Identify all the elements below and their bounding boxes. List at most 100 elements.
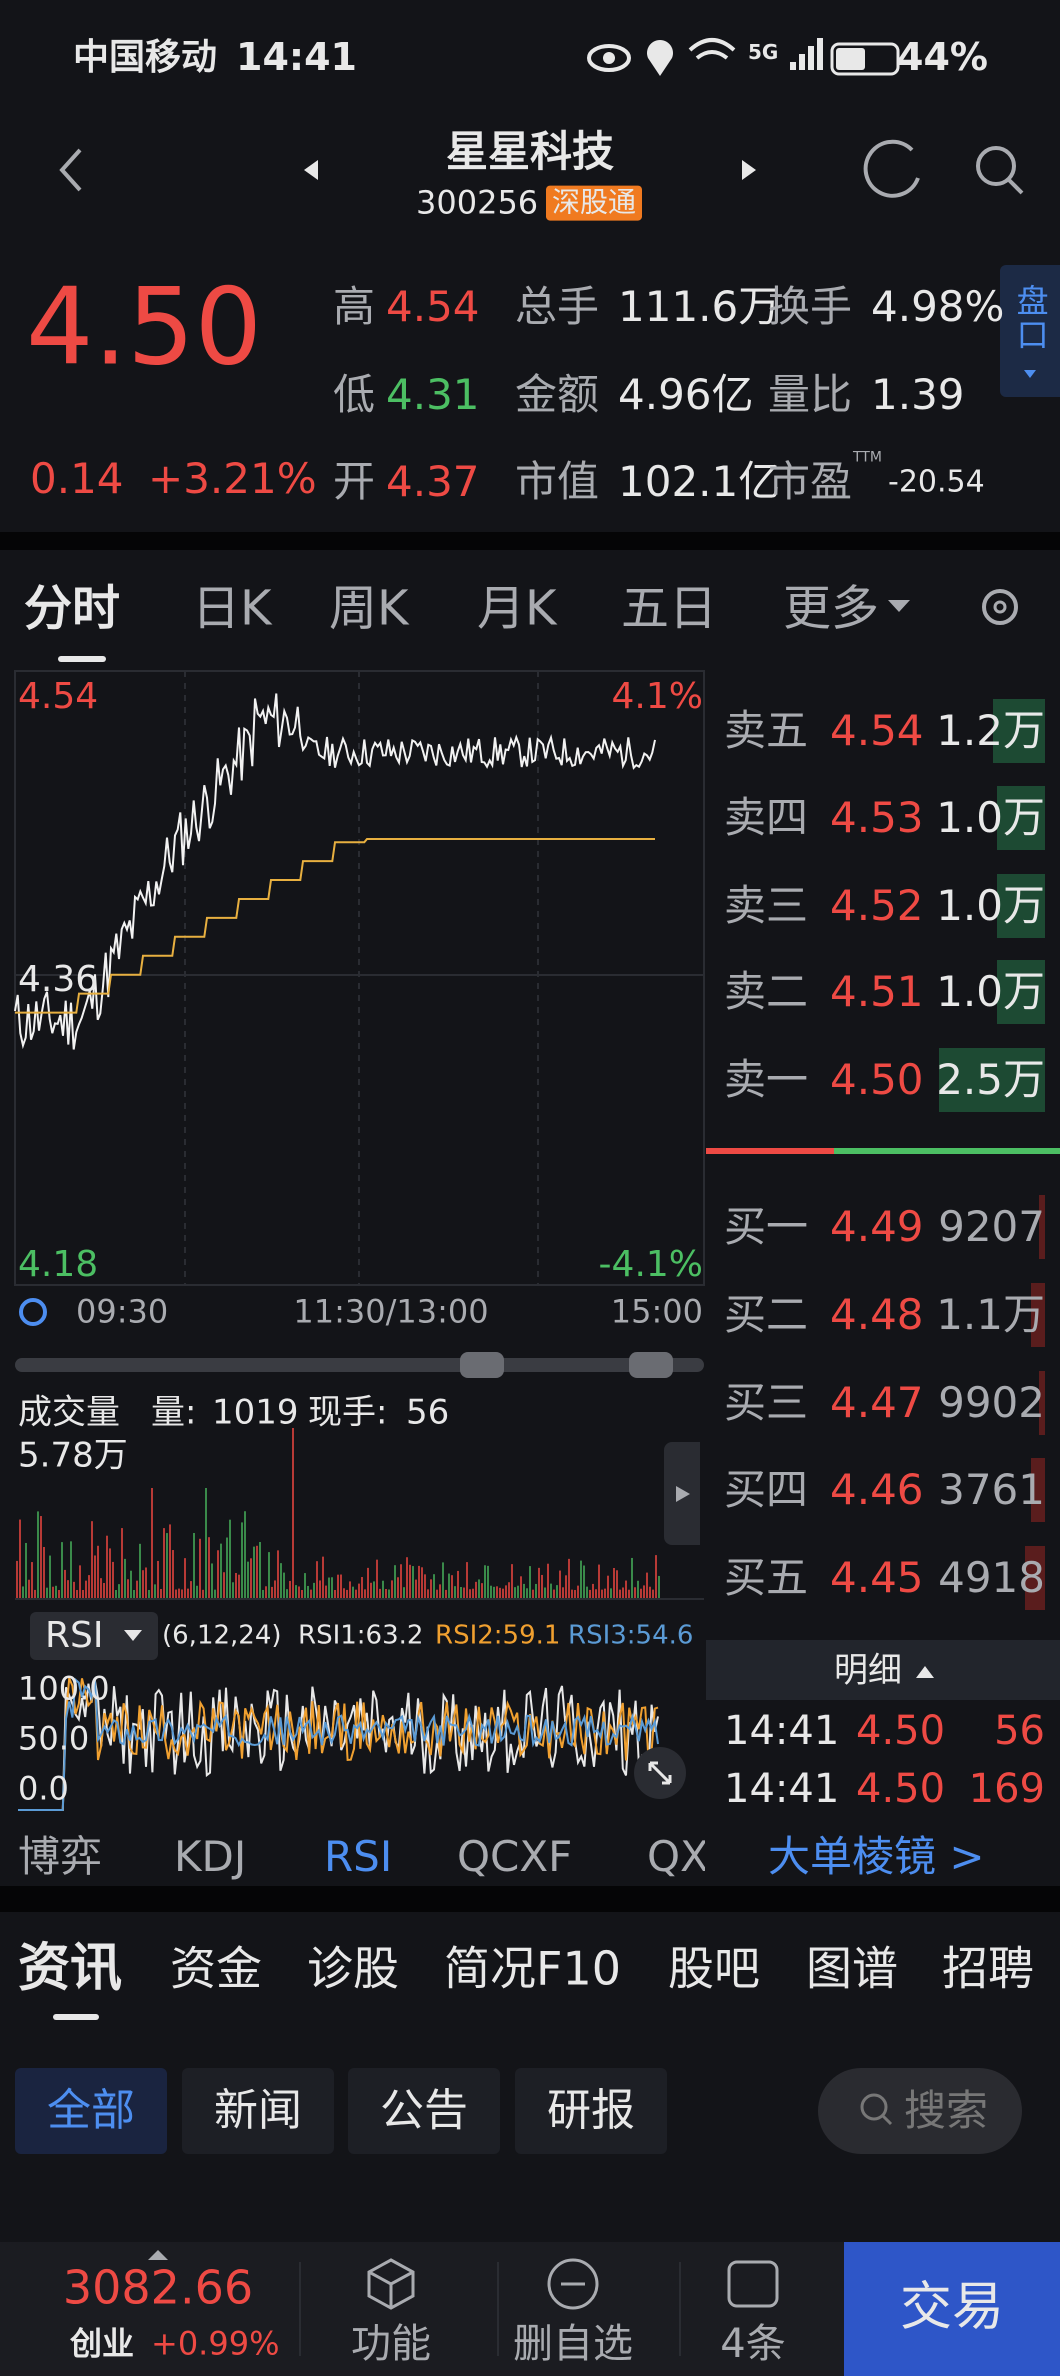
indicator-tab[interactable]: KDJ xyxy=(174,1831,247,1881)
volume-bar xyxy=(28,1579,30,1598)
news-tab[interactable]: 资金 xyxy=(170,1941,262,1996)
side-tab-arrow xyxy=(1024,370,1036,378)
volume-bar xyxy=(190,1581,192,1598)
volume-bar xyxy=(226,1537,228,1598)
bottom-button[interactable]: 4条 xyxy=(720,2321,786,2367)
big-order-link[interactable]: 大单棱镜 > xyxy=(768,1831,985,1881)
ask-label: 卖一 xyxy=(724,1054,809,1104)
filter-button[interactable] xyxy=(515,2068,667,2154)
time-axis-toggle xyxy=(19,1298,47,1326)
volume-bar xyxy=(82,1589,84,1598)
filter-label[interactable]: 公告 xyxy=(380,2084,468,2136)
filter-label[interactable]: 研报 xyxy=(547,2084,635,2136)
volume-bar xyxy=(271,1586,273,1598)
volume-bar xyxy=(565,1575,567,1598)
bid-price: 4.49 xyxy=(830,1201,924,1251)
field-label: 金额 xyxy=(515,369,600,419)
field-sup: TTM xyxy=(853,449,882,466)
bid-volume: 4918 xyxy=(938,1552,1045,1602)
news-tab[interactable]: 资讯 xyxy=(18,1938,123,1999)
rsi-name[interactable]: RSI xyxy=(45,1615,104,1657)
indicator-tab[interactable]: QCXF xyxy=(457,1831,573,1881)
volume-bar xyxy=(34,1589,36,1598)
news-tab[interactable]: 股吧 xyxy=(668,1941,760,1996)
volume-bar xyxy=(526,1588,528,1598)
battery-fill xyxy=(836,48,865,70)
filter-button[interactable] xyxy=(15,2068,167,2154)
price-change: 0.14 xyxy=(30,453,124,503)
stock-name: 星星科技 xyxy=(445,126,615,176)
filter-label[interactable]: 新闻 xyxy=(214,2084,302,2136)
indicator-tab[interactable]: 博弈 xyxy=(18,1831,103,1881)
indicator-tab[interactable]: RSI xyxy=(324,1831,393,1881)
indicator-tab[interactable]: QX xyxy=(647,1833,705,1881)
volume-bar xyxy=(217,1550,219,1598)
volume-bar xyxy=(406,1557,408,1598)
chart-tab[interactable]: 周K xyxy=(329,580,409,637)
search-box[interactable] xyxy=(818,2068,1022,2154)
volume-bar xyxy=(502,1588,504,1598)
chart-tab[interactable]: 五日 xyxy=(621,580,718,637)
volume-bar xyxy=(562,1587,564,1598)
index-value[interactable]: 3082.66 xyxy=(62,2260,254,2315)
ask-volume: 1.0万 xyxy=(936,966,1045,1016)
bid-label: 买三 xyxy=(724,1377,809,1427)
filter-button[interactable] xyxy=(182,2068,334,2154)
ask-label: 卖二 xyxy=(724,966,809,1016)
volume-bar xyxy=(115,1589,117,1598)
volume-bar xyxy=(460,1586,462,1598)
volume-bar xyxy=(520,1576,522,1598)
filter-label[interactable]: 全部 xyxy=(47,2084,135,2136)
bid-volume: 1.1万 xyxy=(936,1289,1045,1339)
search-icon xyxy=(1007,178,1024,195)
volume-bar xyxy=(541,1574,543,1598)
news-tab[interactable]: 简况F10 xyxy=(444,1941,621,1996)
chart-tab[interactable]: 分时 xyxy=(24,580,121,637)
volume-bar xyxy=(610,1588,612,1598)
volume-bar xyxy=(469,1589,471,1598)
field-value: 4.98% xyxy=(871,281,1005,331)
bottom-button[interactable]: 删自选 xyxy=(513,2321,633,2367)
volume-bar xyxy=(439,1584,441,1598)
detail-header-bg xyxy=(706,1640,1060,1700)
chart-tab[interactable]: 月K xyxy=(477,580,557,637)
time-label: 09:30 xyxy=(76,1292,169,1331)
trade-label[interactable]: 交易 xyxy=(899,2277,1005,2338)
bottom-button[interactable]: 功能 xyxy=(351,2321,431,2367)
volume-bar xyxy=(499,1587,501,1598)
chart-tab[interactable]: 日K xyxy=(192,580,272,637)
chart-tab[interactable]: 更多 xyxy=(783,580,880,637)
side-tab-label[interactable]: 盘口 xyxy=(1011,284,1050,352)
filter-button[interactable] xyxy=(348,2068,500,2154)
volume-value: 56 xyxy=(406,1392,450,1433)
ask-price: 4.53 xyxy=(830,792,924,842)
volume-bar xyxy=(367,1567,369,1598)
search-placeholder[interactable]: 搜索 xyxy=(904,2085,989,2135)
prev-stock xyxy=(304,160,318,180)
trade-time: 14:41 xyxy=(724,1708,840,1754)
field-value: 4.37 xyxy=(386,456,480,506)
time-label: 15:00 xyxy=(610,1292,703,1331)
bid-volume-bar xyxy=(1031,1458,1045,1522)
volume-bar xyxy=(655,1555,657,1598)
scroll-handle xyxy=(629,1352,673,1378)
news-tab[interactable]: 图谱 xyxy=(806,1941,898,1996)
ask-volume-bar xyxy=(939,1048,1045,1112)
trade-button[interactable] xyxy=(844,2242,1060,2376)
volume-bar xyxy=(601,1589,603,1598)
volume-bar xyxy=(229,1519,231,1598)
volume-bar xyxy=(451,1575,453,1598)
volume-bar xyxy=(298,1586,300,1598)
volume-bar xyxy=(94,1555,96,1598)
volume-bar xyxy=(67,1580,69,1598)
volume-bar xyxy=(595,1589,597,1598)
volume-bar xyxy=(433,1574,435,1598)
news-tab[interactable]: 诊股 xyxy=(307,1941,399,1996)
detail-title[interactable]: 明细 xyxy=(834,1650,902,1691)
news-tab[interactable]: 招聘 xyxy=(942,1941,1034,1996)
volume-bar xyxy=(427,1589,429,1598)
volume-bar xyxy=(145,1567,147,1598)
bid-label: 买五 xyxy=(724,1552,809,1602)
volume-bar xyxy=(370,1582,372,1598)
volume-bar xyxy=(391,1580,393,1598)
